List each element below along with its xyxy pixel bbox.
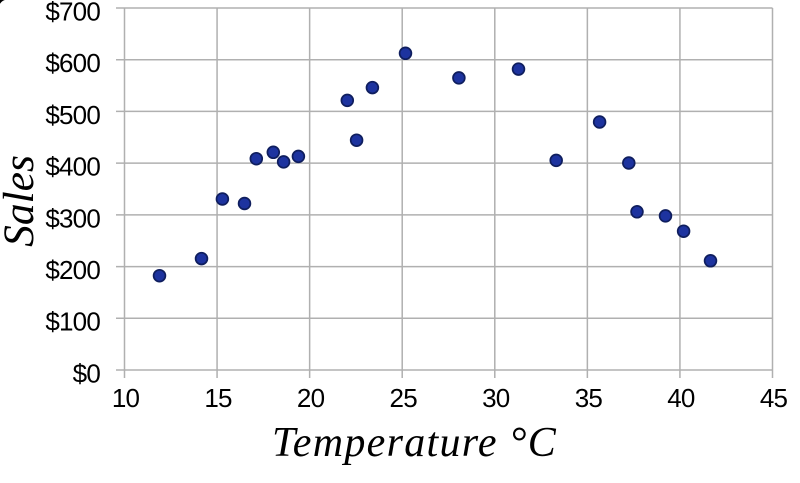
- svg-text:30: 30: [482, 383, 510, 413]
- svg-text:$400: $400: [45, 152, 100, 182]
- svg-text:$700: $700: [45, 0, 100, 26]
- svg-text:20: 20: [297, 383, 325, 413]
- svg-text:$200: $200: [45, 255, 100, 285]
- svg-text:$300: $300: [45, 203, 100, 233]
- svg-text:$0: $0: [73, 358, 101, 388]
- svg-text:Temperature °C: Temperature °C: [272, 420, 557, 466]
- svg-text:$500: $500: [45, 100, 100, 130]
- svg-text:35: 35: [575, 383, 603, 413]
- svg-text:$600: $600: [45, 48, 100, 78]
- svg-text:Sales: Sales: [0, 155, 43, 247]
- svg-text:25: 25: [390, 383, 418, 413]
- svg-text:45: 45: [760, 383, 788, 413]
- svg-text:10: 10: [112, 383, 140, 413]
- svg-text:40: 40: [667, 383, 695, 413]
- svg-text:15: 15: [204, 383, 232, 413]
- svg-text:$100: $100: [45, 307, 100, 337]
